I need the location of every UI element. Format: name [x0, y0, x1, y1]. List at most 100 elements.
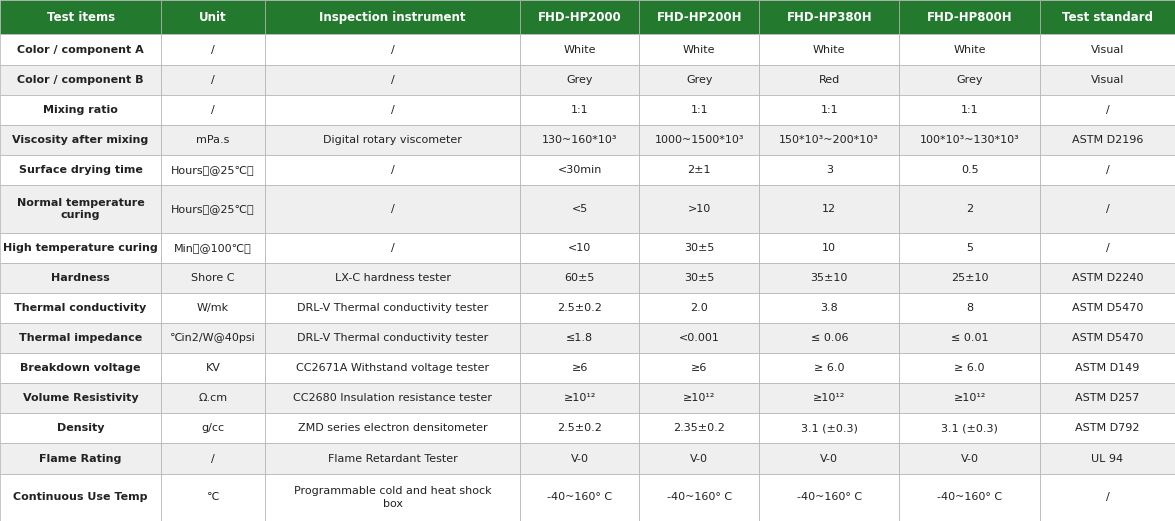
Text: ≤ 0.06: ≤ 0.06 [811, 333, 848, 343]
Text: 1:1: 1:1 [571, 105, 589, 115]
Text: Density: Density [56, 424, 105, 433]
Text: Volume Resistivity: Volume Resistivity [22, 393, 139, 403]
Bar [161, 155, 266, 185]
Bar [519, 155, 639, 185]
Text: 25±10: 25±10 [951, 272, 988, 283]
Bar [759, 383, 899, 413]
Text: ZMD series electron densitometer: ZMD series electron densitometer [297, 424, 488, 433]
Text: UL 94: UL 94 [1092, 454, 1123, 464]
Bar [899, 95, 1040, 125]
Bar [639, 474, 759, 521]
Text: <0.001: <0.001 [679, 333, 720, 343]
Bar [899, 443, 1040, 474]
Text: /: / [390, 243, 395, 253]
Text: 3.8: 3.8 [820, 303, 838, 313]
Text: V-0: V-0 [961, 454, 979, 464]
Text: Red: Red [819, 75, 840, 84]
Text: Visual: Visual [1090, 75, 1124, 84]
Bar [266, 34, 519, 65]
Bar [759, 34, 899, 65]
Text: ≥10¹²: ≥10¹² [953, 393, 986, 403]
Bar [759, 65, 899, 95]
Text: ASTM D792: ASTM D792 [1075, 424, 1140, 433]
Bar [639, 413, 759, 443]
Text: 2±1: 2±1 [687, 165, 711, 175]
Bar [759, 232, 899, 263]
Bar [639, 185, 759, 232]
Bar [161, 323, 266, 353]
Bar [0, 293, 161, 323]
Text: /: / [212, 44, 215, 55]
Text: DRL-V Thermal conductivity tester: DRL-V Thermal conductivity tester [297, 333, 488, 343]
Text: 2.0: 2.0 [691, 303, 709, 313]
Text: ≥10¹²: ≥10¹² [564, 393, 596, 403]
Text: FHD-HP200H: FHD-HP200H [657, 11, 743, 24]
Bar [759, 413, 899, 443]
Bar [161, 413, 266, 443]
Text: 10: 10 [822, 243, 837, 253]
Text: ASTM D2240: ASTM D2240 [1072, 272, 1143, 283]
Bar [0, 263, 161, 293]
Bar [266, 232, 519, 263]
Bar [266, 293, 519, 323]
Bar [0, 353, 161, 383]
Text: Surface drying time: Surface drying time [19, 165, 142, 175]
Text: Grey: Grey [956, 75, 982, 84]
Text: ASTM D2196: ASTM D2196 [1072, 135, 1143, 145]
Text: Test standard: Test standard [1062, 11, 1153, 24]
Bar [899, 65, 1040, 95]
Text: ℃: ℃ [207, 492, 220, 502]
Bar [1040, 474, 1175, 521]
Bar [899, 474, 1040, 521]
Bar [519, 443, 639, 474]
Text: W/mk: W/mk [197, 303, 229, 313]
Text: 12: 12 [822, 204, 837, 214]
Bar [639, 263, 759, 293]
Bar [519, 474, 639, 521]
Bar [519, 413, 639, 443]
Bar [266, 474, 519, 521]
Text: <10: <10 [568, 243, 591, 253]
Bar [759, 0, 899, 34]
Text: 2: 2 [966, 204, 973, 214]
Text: Visual: Visual [1090, 44, 1124, 55]
Text: /: / [390, 75, 395, 84]
Text: ≥6: ≥6 [691, 363, 707, 373]
Bar [759, 155, 899, 185]
Bar [1040, 443, 1175, 474]
Text: Breakdown voltage: Breakdown voltage [20, 363, 141, 373]
Text: Unit: Unit [200, 11, 227, 24]
Text: V-0: V-0 [820, 454, 838, 464]
Text: 2.35±0.2: 2.35±0.2 [673, 424, 725, 433]
Text: ≥10¹²: ≥10¹² [813, 393, 846, 403]
Bar [899, 185, 1040, 232]
Text: 8: 8 [966, 303, 973, 313]
Text: g/cc: g/cc [202, 424, 224, 433]
Bar [1040, 293, 1175, 323]
Bar [161, 185, 266, 232]
Text: -40~160° C: -40~160° C [938, 492, 1002, 502]
Bar [1040, 353, 1175, 383]
Text: -40~160° C: -40~160° C [666, 492, 732, 502]
Text: 5: 5 [966, 243, 973, 253]
Bar [759, 323, 899, 353]
Bar [1040, 185, 1175, 232]
Text: <5: <5 [571, 204, 588, 214]
Text: Hardness: Hardness [52, 272, 110, 283]
Bar [519, 232, 639, 263]
Text: /: / [1106, 105, 1109, 115]
Text: Flame Rating: Flame Rating [40, 454, 122, 464]
Bar [1040, 232, 1175, 263]
Text: Continuous Use Temp: Continuous Use Temp [13, 492, 148, 502]
Text: /: / [212, 75, 215, 84]
Bar [519, 263, 639, 293]
Bar [161, 353, 266, 383]
Text: 3.1 (±0.3): 3.1 (±0.3) [801, 424, 858, 433]
Bar [519, 125, 639, 155]
Bar [266, 65, 519, 95]
Text: /: / [390, 165, 395, 175]
Text: White: White [813, 44, 846, 55]
Bar [1040, 413, 1175, 443]
Bar [0, 383, 161, 413]
Bar [161, 383, 266, 413]
